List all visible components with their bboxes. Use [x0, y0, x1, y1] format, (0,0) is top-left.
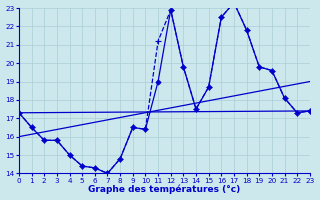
X-axis label: Graphe des températures (°c): Graphe des températures (°c) [88, 185, 241, 194]
